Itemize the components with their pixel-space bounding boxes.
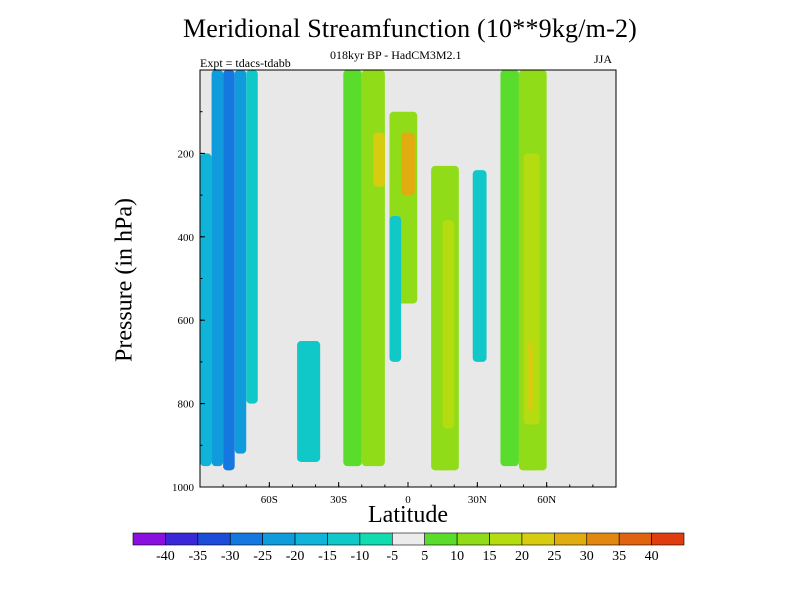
- colorbar-label: -5: [386, 549, 398, 564]
- colorbar-swatch: [391, 532, 426, 546]
- colorbar-label: 30: [580, 549, 594, 564]
- colorbar-label: 20: [515, 549, 529, 564]
- plot-area: 60S 30S 0 30N 60N 200 400 600 800 1000: [172, 69, 617, 506]
- colorbar-label: -10: [351, 549, 370, 564]
- y-tick-label: 800: [178, 399, 195, 411]
- contour-region-13: [442, 220, 455, 429]
- contour-region-14: [472, 170, 487, 362]
- contour-region-2: [223, 70, 235, 471]
- chart-subtitle: 018kyr BP - HadCM3M2.1: [330, 48, 462, 62]
- y-tick-label: 200: [178, 148, 195, 160]
- x-tick-label: 0: [405, 494, 411, 506]
- colorbar-swatch: [132, 532, 166, 546]
- colorbar-swatch: [327, 532, 361, 546]
- colorbar-swatch: [165, 532, 199, 546]
- colorbar-label: 15: [483, 549, 497, 564]
- colorbar-label: 35: [612, 549, 626, 564]
- contour-region-10: [401, 132, 415, 196]
- y-tick-label: 600: [178, 315, 195, 327]
- x-tick-label: 30S: [330, 494, 347, 506]
- colorbar-swatch: [424, 532, 458, 546]
- colorbar-label: 5: [421, 549, 428, 564]
- colorbar-label: -20: [286, 549, 305, 564]
- colorbar-label: -15: [318, 549, 337, 564]
- colorbar-swatch: [229, 532, 263, 546]
- colorbar-swatch: [197, 532, 231, 546]
- colorbar-swatch: [262, 532, 296, 546]
- colorbar-swatch: [359, 532, 393, 546]
- y-tick-label: 400: [178, 232, 195, 244]
- season-label: JJA: [594, 52, 613, 66]
- contour-region-15: [500, 70, 519, 467]
- contour-region-17: [523, 153, 540, 425]
- x-axis-label: Latitude: [368, 502, 448, 528]
- chart-title: Meridional Streamfunction (10**9kg/m-2): [182, 14, 638, 43]
- colorbar-label: -35: [188, 549, 207, 564]
- colorbar-label: -25: [253, 549, 272, 564]
- colorbar-swatch: [489, 532, 523, 546]
- colorbar: -40 -35 -30 -25 -20 -15 -10 -5 5 10 15 20 25 30 35 40: [132, 532, 685, 564]
- experiment-label: Expt = tdacs-tdabb: [200, 56, 291, 70]
- colorbar-swatch: [554, 532, 588, 546]
- colorbar-label: -30: [221, 549, 240, 564]
- y-tick-label: 1000: [172, 482, 195, 494]
- contour-region-4: [246, 70, 258, 404]
- contour-region-18: [528, 341, 533, 412]
- x-tick-label: 30N: [468, 494, 487, 506]
- colorbar-swatch: [294, 532, 328, 546]
- colorbar-label: 40: [645, 549, 659, 564]
- contour-region-7: [361, 70, 385, 467]
- colorbar-swatch: [521, 532, 555, 546]
- colorbar-swatch: [651, 532, 685, 546]
- x-tick-label: 60S: [261, 494, 278, 506]
- contour-region-3: [234, 70, 247, 454]
- contour-region-8: [373, 132, 385, 187]
- colorbar-label: -40: [156, 549, 175, 564]
- contour-region-1: [211, 70, 224, 467]
- contour-region-5: [297, 341, 321, 462]
- contour-region-0: [200, 153, 212, 467]
- colorbar-swatch: [618, 532, 652, 546]
- colorbar-swatch: [456, 532, 490, 546]
- contour-region-11: [389, 215, 402, 362]
- colorbar-label: 10: [450, 549, 464, 564]
- x-tick-label: 60N: [537, 494, 556, 506]
- colorbar-swatch: [586, 532, 620, 546]
- colorbar-label: 25: [547, 549, 561, 564]
- contour-region-6: [343, 70, 362, 467]
